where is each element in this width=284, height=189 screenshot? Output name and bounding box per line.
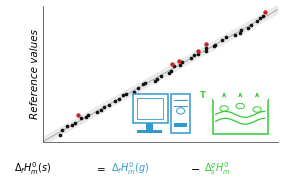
- Point: [84, 116, 88, 119]
- Point: [257, 16, 262, 19]
- Bar: [146, 123, 153, 131]
- Point: [170, 62, 174, 65]
- Point: [179, 60, 184, 63]
- Point: [59, 129, 64, 132]
- Point: [141, 83, 145, 86]
- Text: $\Delta_s^g H_m^0$: $\Delta_s^g H_m^0$: [204, 160, 231, 177]
- Bar: [213, 98, 268, 100]
- Point: [254, 19, 259, 22]
- Point: [178, 63, 182, 66]
- Y-axis label: Reference values: Reference values: [30, 29, 40, 119]
- Point: [58, 133, 62, 136]
- Point: [196, 50, 200, 53]
- Point: [213, 43, 217, 46]
- Point: [102, 105, 106, 108]
- Bar: [137, 130, 162, 133]
- Point: [177, 60, 181, 63]
- Point: [169, 69, 173, 72]
- Text: $=$: $=$: [94, 163, 105, 173]
- Point: [70, 124, 75, 127]
- Point: [220, 38, 224, 41]
- Point: [189, 56, 194, 59]
- Point: [196, 52, 201, 55]
- Point: [136, 87, 140, 90]
- Bar: [213, 99, 268, 134]
- Bar: [171, 94, 190, 133]
- Point: [95, 110, 99, 113]
- Point: [73, 122, 78, 125]
- Text: $-$: $-$: [190, 163, 201, 173]
- Bar: [137, 98, 163, 119]
- Point: [99, 108, 103, 111]
- Point: [155, 77, 159, 80]
- Point: [159, 74, 163, 77]
- Point: [121, 94, 126, 97]
- Point: [124, 92, 129, 95]
- Point: [167, 71, 172, 74]
- Point: [212, 44, 217, 47]
- Text: $\Delta_f H_m^0(s)$: $\Delta_f H_m^0(s)$: [14, 160, 52, 177]
- Point: [65, 125, 69, 128]
- Point: [203, 49, 208, 52]
- Point: [204, 46, 208, 49]
- Point: [113, 100, 117, 103]
- Point: [239, 28, 244, 31]
- Point: [192, 53, 196, 57]
- Point: [171, 64, 176, 67]
- Point: [246, 26, 250, 29]
- Point: [204, 42, 208, 45]
- Point: [76, 113, 80, 116]
- Point: [143, 82, 147, 85]
- Point: [224, 36, 228, 39]
- Point: [132, 91, 136, 94]
- Text: T: T: [200, 91, 205, 100]
- Bar: [174, 123, 187, 127]
- Point: [79, 117, 83, 120]
- Point: [107, 104, 112, 107]
- Bar: [133, 94, 168, 123]
- Point: [249, 23, 253, 26]
- Point: [261, 14, 265, 17]
- Point: [116, 97, 121, 100]
- Point: [237, 32, 242, 35]
- Point: [232, 33, 237, 36]
- Point: [86, 113, 90, 116]
- Point: [152, 79, 157, 82]
- Text: $\Delta_f H_m^0(g)$: $\Delta_f H_m^0(g)$: [111, 160, 149, 177]
- Point: [263, 10, 267, 13]
